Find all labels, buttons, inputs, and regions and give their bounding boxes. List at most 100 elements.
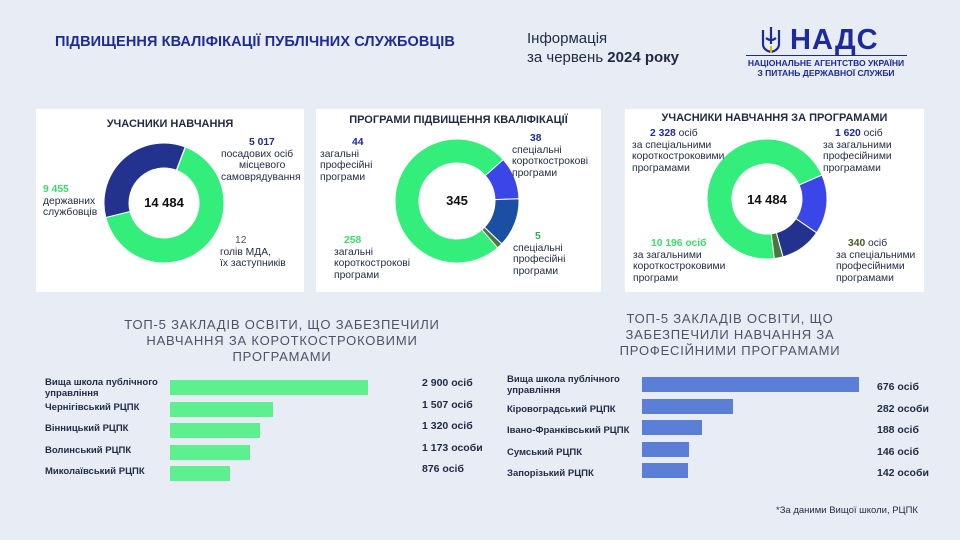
label-special-professional-text2: професійні <box>513 254 566 265</box>
label-p3-special-professional-text3: програмами <box>836 272 894 284</box>
label-general-short: 258 загальні короткострокові програми <box>334 235 410 281</box>
donut-programs-center: 345 <box>446 193 468 208</box>
label-p3-special-short-value: 2 328 <box>650 128 676 139</box>
donut-participants-by-program <box>707 139 827 259</box>
label-rda-heads-text1: голів МДА, <box>220 246 271 258</box>
panel-programs: ПРОГРАМИ ПІДВИЩЕННЯ КВАЛІФІКАЦІЇ 345 44 … <box>316 109 601 292</box>
label-special-professional-value: 5 <box>535 231 541 242</box>
short-programs-bar <box>170 423 261 439</box>
label-general-professional: 44 загальні професійні програми <box>320 137 372 183</box>
label-p3-general-short-unit: осіб <box>682 238 707 249</box>
short-programs-category-label: Миколаївський РЦПК <box>45 466 145 478</box>
label-civil-servants-text1: державних <box>43 195 96 207</box>
professional-programs-category-label: Запорізький РЦПК <box>507 468 594 480</box>
professional-programs-category-label: Вища школа публічного управління <box>507 374 620 396</box>
short-programs-bar <box>170 466 230 482</box>
label-general-professional-value: 44 <box>352 137 364 148</box>
label-p3-general-professional-text2: професійними <box>823 151 892 162</box>
label-special-professional-text1: спеціальні <box>513 242 563 254</box>
short-programs-value-label: 2 900 осіб <box>422 377 473 389</box>
donut-programs <box>395 139 519 263</box>
label-p3-general-professional-text3: програмами <box>823 162 881 174</box>
participants-slice-3 <box>175 146 187 171</box>
label-rda-heads: 12 голів МДА, їх заступників <box>220 235 286 270</box>
trident-icon <box>761 27 781 54</box>
top5-short-title-line2: НАВЧАННЯ ЗА КОРОТКОСТРОКОВИМИ <box>146 333 418 348</box>
top5-professional-title-line2: ЗАБЕЗПЕЧИЛИ НАВЧАННЯ ЗА <box>625 327 835 342</box>
label-p3-special-short-text3: програмами <box>632 162 690 174</box>
logo-subtitle: НАЦІОНАЛЬНЕ АГЕНТСТВО УКРАЇНИ З ПИТАНЬ Д… <box>745 58 907 78</box>
professional-programs-value-label: 142 особи <box>877 467 929 480</box>
donut-participants-center: 14 484 <box>144 195 184 210</box>
label-general-professional-text2: професійні <box>320 160 373 171</box>
panel-participants-title: УЧАСНИКИ НАВЧАННЯ <box>106 118 234 130</box>
top5-short-title-line1: ТОП-5 ЗАКЛАДІВ ОСВІТИ, ЩО ЗАБЕЗПЕЧИЛИ <box>124 317 440 332</box>
report-period-line1: Інформація <box>527 30 608 47</box>
label-local-officials-text1: посадових осіб <box>221 148 294 160</box>
label-special-short-text3: програми <box>512 167 558 179</box>
professional-programs-value-label: 188 осіб <box>877 424 919 437</box>
label-special-short: 38 спеціальні короткострокові програми <box>512 133 588 179</box>
panel-participants-by-program-title: УЧАСНИКИ НАВЧАННЯ ЗА ПРОГРАМАМИ <box>661 112 888 124</box>
short-programs-bar <box>170 380 368 395</box>
label-p3-special-professional-unit: осіб <box>865 238 888 249</box>
professional-programs-value-label: 282 особи <box>877 402 929 415</box>
label-p3-general-professional: 1 620 осіб за загальними професійними пр… <box>823 128 892 174</box>
short-programs-category-label: Вища школа публічного управління <box>45 377 158 399</box>
label-local-officials-text2: місцевого <box>239 160 286 171</box>
top5-short-title-line3: ПРОГРАМАМИ <box>232 349 332 364</box>
label-special-professional: 5 спеціальні професійні програми <box>513 231 565 277</box>
donut-participants <box>104 143 224 263</box>
label-p3-general-short-text3: програми <box>633 272 679 284</box>
logo-subtitle-line2: З ПИТАНЬ ДЕРЖАВНОЇ СЛУЖБИ <box>757 68 895 78</box>
top5-professional-title: ТОП-5 ЗАКЛАДІВ ОСВІТИ, ЩО ЗАБЕЗПЕЧИЛИ НА… <box>590 311 870 359</box>
report-period-year: 2024 року <box>607 49 680 66</box>
short-programs-category-label: Волинський РЦПК <box>45 444 132 456</box>
professional-programs-category-label: Сумський РЦПК <box>507 446 583 458</box>
label-general-short-text2: короткострокові <box>334 258 411 269</box>
label-p3-special-short-text2: короткостроковими <box>632 151 725 162</box>
short-programs-category-label: Чернігівський РЦПК <box>45 401 140 413</box>
label-general-short-text3: програми <box>334 269 380 281</box>
label-p3-general-professional-text1: за загальними <box>823 139 892 151</box>
professional-programs-bar <box>642 441 689 457</box>
panel-programs-title: ПРОГРАМИ ПІДВИЩЕННЯ КВАЛІФІКАЦІЇ <box>349 114 568 126</box>
short-programs-value-label: 1 507 осіб <box>422 398 473 411</box>
nads-logo: НАДС НАЦІОНАЛЬНЕ АГЕНТСТВО УКРАЇНИ З ПИТ… <box>746 24 920 84</box>
logo-name: НАДС <box>790 24 879 56</box>
short-programs-value-label: 1 320 осіб <box>422 420 473 433</box>
label-civil-servants-value: 9 455 <box>43 184 69 195</box>
donut-participants-by-program-center: 14 484 <box>747 192 787 207</box>
programs-slice-4 <box>481 226 503 249</box>
participants-slice-1 <box>105 146 224 263</box>
short-programs-bar <box>170 444 251 460</box>
participants-by-program-slice-1 <box>707 139 823 259</box>
label-civil-servants-text2: службовців <box>43 207 98 218</box>
label-local-officials-value: 5 017 <box>249 137 275 148</box>
footnote: *За даними Вищої школи, РЦПК <box>776 505 918 516</box>
label-general-professional-text1: загальні <box>320 148 360 160</box>
professional-programs-category-label: Івано-Франківський РЦПК <box>507 425 630 437</box>
report-period: Інформація за червень 2024 року <box>527 29 679 67</box>
label-special-short-text1: спеціальні <box>512 144 562 156</box>
label-general-professional-text3: програми <box>320 171 366 183</box>
label-general-short-text1: загальні <box>334 246 374 258</box>
label-p3-special-professional: 340 осіб за спеціальними професійними пр… <box>836 238 915 284</box>
label-p3-general-short-text1: за загальними <box>633 249 702 261</box>
label-special-professional-text3: програми <box>513 265 559 277</box>
participants-by-program-slice-4 <box>770 232 784 259</box>
label-general-short-value: 258 <box>344 235 362 246</box>
participants-slice-2 <box>104 143 186 219</box>
professional-programs-bar <box>642 463 688 479</box>
short-programs-value-label: 1 173 особи <box>422 441 483 454</box>
label-p3-special-professional-value: 340 <box>848 238 866 249</box>
label-local-officials-text3: самоврядування <box>221 171 301 183</box>
programs-slice-1 <box>395 139 504 263</box>
short-programs-category-label: Вінницький РЦПК <box>45 423 129 435</box>
professional-programs-bar <box>642 377 859 392</box>
label-special-short-value: 38 <box>530 133 542 144</box>
label-p3-special-professional-text2: професійними <box>836 261 905 272</box>
report-period-line2: за червень 2024 року <box>527 48 679 67</box>
short-programs-bar <box>170 401 273 417</box>
label-local-officials: 5 017 посадових осіб місцевого самовряду… <box>221 137 301 183</box>
